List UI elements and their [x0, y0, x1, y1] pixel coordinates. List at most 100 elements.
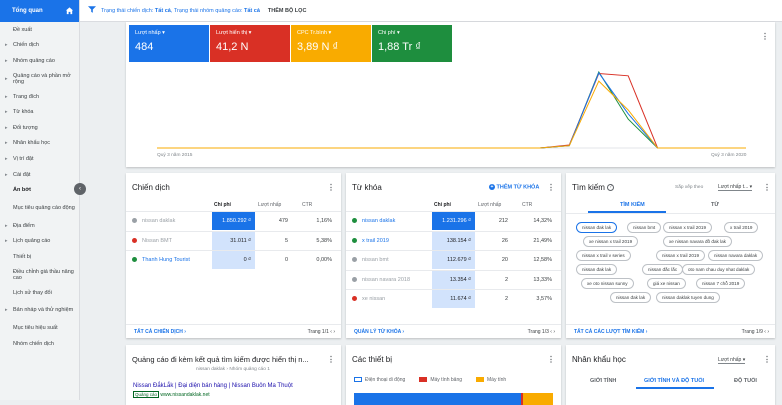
sidebar-item[interactable]: ▸ Trang đích: [0, 89, 79, 105]
search-term-chip[interactable]: nissan navara daklak: [708, 250, 764, 261]
sidebar-item[interactable]: Mục tiêu quảng cáo động: [0, 198, 79, 218]
search-term-chip[interactable]: xe nissan x trail 2019: [583, 236, 639, 247]
row-name[interactable]: Thanh Hung Tourist: [142, 257, 190, 263]
column-header-ctr[interactable]: CTR: [522, 202, 533, 208]
chevron-left-icon[interactable]: ‹: [764, 329, 766, 335]
row-name[interactable]: xe nissan: [362, 296, 386, 302]
row-name[interactable]: nissan bmt: [362, 257, 389, 263]
column-header-clicks[interactable]: Lượt nhấp: [478, 202, 502, 208]
more-options-icon[interactable]: ⋮: [547, 183, 555, 192]
tab-age[interactable]: ĐỘ TUỔI: [734, 378, 757, 384]
table-row[interactable]: x trail 2019 138.154 ₫ 26 21,49%: [346, 230, 561, 250]
sidebar-item[interactable]: Mục tiêu hiệu suất: [0, 320, 79, 336]
sidebar-item[interactable]: ▸ Quảng cáo và phần mở rộng: [0, 69, 79, 89]
sidebar-item[interactable]: ▸ Chiến dịch: [0, 38, 79, 54]
table-row[interactable]: nissan daklak 1.231.296 ₫ 212 14,32%: [346, 211, 561, 230]
collapse-sidebar-handle[interactable]: ‹: [74, 183, 86, 195]
sidebar-item[interactable]: ▸ Từ khóa: [0, 104, 79, 120]
more-options-icon[interactable]: ⋮: [327, 183, 335, 192]
add-filter-button[interactable]: THÊM BỘ LỌC: [267, 7, 307, 14]
metric-dropdown[interactable]: Lượt nhấp ▾: [718, 357, 746, 364]
more-options-icon[interactable]: ⋮: [761, 32, 769, 41]
search-term-chip[interactable]: xe oto nissan sunny: [581, 278, 634, 289]
sidebar-item[interactable]: Điều chỉnh giá thầu nâng cao: [0, 265, 79, 285]
filter-icon[interactable]: [88, 6, 96, 15]
more-options-icon[interactable]: ⋮: [547, 355, 555, 364]
sidebar-item[interactable]: ▸ Cài đặt: [0, 167, 79, 183]
help-icon[interactable]: ?: [607, 184, 615, 192]
ad-headline[interactable]: Nissan ĐắkLắk | Đại diện bán hàng | Niss…: [133, 383, 293, 389]
sidebar-item[interactable]: Thiết bị: [0, 249, 79, 265]
cost-cell: 0 ₫: [212, 251, 255, 269]
search-term-chip[interactable]: nissan đak lak: [576, 222, 618, 233]
sidebar-item[interactable]: ▸ Địa điểm: [0, 218, 79, 234]
metric-tile[interactable]: CPC Tr.bình ▾ 3,89 N ₫: [291, 25, 371, 62]
table-row[interactable]: Thanh Hung Tourist 0 ₫ 0 0,00%: [126, 250, 341, 269]
search-term-chip[interactable]: nissan daklak tuyen dung: [656, 292, 720, 303]
search-term-chip[interactable]: giá xe nissan: [647, 278, 686, 289]
search-term-chip[interactable]: nissan x trail 2019: [656, 250, 706, 261]
chevron-right-icon[interactable]: ›: [553, 329, 555, 335]
row-name[interactable]: nissan navara 2018: [362, 276, 411, 283]
search-term-chip[interactable]: nissan x trail v series: [576, 250, 631, 261]
search-term-chip[interactable]: nissan x trail 2019: [663, 222, 713, 233]
sidebar-item[interactable]: ▸ Nhóm quảng cáo: [0, 53, 79, 69]
table-row[interactable]: Nissan BMT 31.011 ₫ 5 5,38%: [126, 230, 341, 250]
chevron-left-icon[interactable]: ‹: [330, 329, 332, 335]
tab-words[interactable]: TỪ: [711, 202, 719, 208]
row-name[interactable]: x trail 2019: [362, 237, 389, 244]
sidebar-item[interactable]: ▸ Đối tượng: [0, 120, 79, 136]
search-term-chip[interactable]: nissan 7 chỗ 2019: [696, 278, 746, 289]
sidebar-item[interactable]: ▸ Nhân khẩu học: [0, 136, 79, 152]
sidebar-item[interactable]: Ẩn bớt: [0, 182, 79, 198]
search-term-chip[interactable]: nissan đak lak: [610, 292, 652, 303]
metric-tile[interactable]: Chi phí ▾ 1,88 Tr ₫: [372, 25, 452, 62]
chevron-right-icon[interactable]: ›: [333, 329, 335, 335]
row-name[interactable]: nissan daklak: [362, 218, 396, 224]
campaign-name[interactable]: nissan daklak: [196, 367, 226, 372]
search-term-chip[interactable]: oto nam chau duy nhat daklak: [682, 264, 756, 275]
more-options-icon[interactable]: ⋮: [327, 355, 335, 364]
metric-tile[interactable]: Lượt hiển thị ▾ 41,2 N: [210, 25, 290, 62]
table-row[interactable]: xe nissan 11.674 ₫ 2 3,57%: [346, 289, 561, 308]
table-row[interactable]: nissan daklak 1.850.292 ₫ 479 1,16%: [126, 211, 341, 230]
search-term-chip[interactable]: nissan đắc lắc: [642, 264, 684, 275]
sort-dropdown[interactable]: Lượt nhấp t... ▾: [718, 184, 753, 191]
filter-campaign-status[interactable]: Trạng thái chiến dịch: Tất cả,: [101, 7, 174, 14]
sidebar-item[interactable]: ▸ Vị trí đặt: [0, 151, 79, 167]
filter-label: Trạng thái chiến dịch:: [101, 7, 154, 14]
search-term-chip[interactable]: nissan bmt: [627, 222, 662, 233]
manage-keywords-link[interactable]: QUẢN LÝ TỪ KHÓA ›: [354, 329, 405, 335]
search-term-chip[interactable]: xe nissan navara đồ đak lak: [663, 236, 732, 247]
metric-tile[interactable]: Lượt nhấp ▾ 484: [129, 25, 209, 62]
ad-group-name[interactable]: Nhóm quảng cáo 1: [229, 367, 270, 372]
row-name[interactable]: nissan daklak: [142, 218, 176, 224]
sidebar-item[interactable]: ▸ Bản nháp và thử nghiệm: [0, 300, 79, 320]
filter-adgroup-status[interactable]: Trạng thái nhóm quảng cáo: Tất cả: [174, 8, 260, 14]
chevron-left-icon[interactable]: ‹: [550, 329, 552, 335]
all-campaigns-link[interactable]: TẤT CẢ CHIẾN DỊCH ›: [134, 329, 186, 335]
column-header-cost[interactable]: Chi phí: [214, 202, 231, 208]
search-term-chip[interactable]: x trail 2019: [724, 222, 759, 233]
tab-gender-and-age[interactable]: GIỚI TÍNH VÀ ĐỘ TUỔI: [644, 378, 704, 384]
tab-gender[interactable]: GIỚI TÍNH: [590, 378, 617, 384]
table-row[interactable]: nissan bmt 112.679 ₫ 20 12,58%: [346, 250, 561, 269]
sidebar-item-overview[interactable]: Tổng quan: [0, 0, 79, 22]
more-options-icon[interactable]: ⋮: [763, 355, 771, 364]
column-header-cost[interactable]: Chi phí: [434, 202, 451, 208]
column-header-ctr[interactable]: CTR: [302, 202, 313, 208]
more-options-icon[interactable]: ⋮: [763, 183, 771, 192]
add-keywords-button[interactable]: + THÊM TỪ KHÓA: [489, 184, 539, 190]
sidebar-item[interactable]: Nhóm chiến dịch: [0, 336, 79, 352]
sidebar-item[interactable]: ▸ Lịch quảng cáo: [0, 234, 79, 250]
sidebar-item[interactable]: Lịch sử thay đổi: [0, 285, 79, 301]
row-name[interactable]: Nissan BMT: [142, 237, 172, 244]
all-search-terms-link[interactable]: TẤT CẢ CÁC LƯỢT TÌM KIẾM ›: [574, 329, 648, 335]
sidebar-item[interactable]: Đề xuất: [0, 22, 79, 38]
caret-down-icon: ▾: [160, 30, 165, 36]
column-header-clicks[interactable]: Lượt nhấp: [258, 202, 282, 208]
tab-search-terms[interactable]: TÌM KIẾM: [620, 202, 645, 208]
table-row[interactable]: nissan navara 2018 13.354 ₫ 2 13,33%: [346, 269, 561, 289]
chevron-right-icon[interactable]: ›: [767, 329, 769, 335]
search-term-chip[interactable]: nissan đak lak: [576, 264, 618, 275]
